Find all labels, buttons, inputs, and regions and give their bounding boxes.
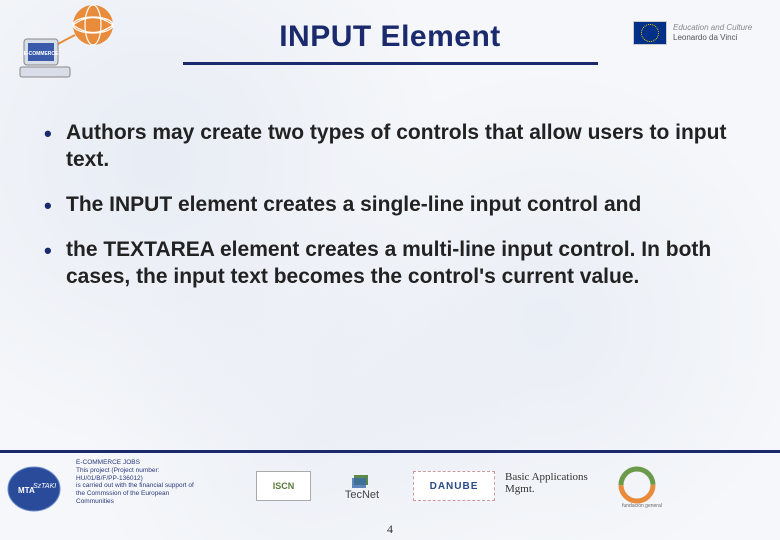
danube-logo: DANUBE [413,471,495,501]
leonardo-text: Education and Culture Leonardo da Vinci [673,23,752,44]
footer-divider [0,450,780,453]
fundacion-logo: fundación general [615,465,670,511]
bullet-item: The INPUT element creates a single-line … [38,192,742,219]
computer-icon: E-COMMERCE [18,35,73,80]
tecnet-logo: TecNet [321,467,403,507]
slide-header: E-COMMERCE INPUT Element Education and C… [0,0,780,85]
svg-text:SzTAKI: SzTAKI [33,483,56,490]
project-disclaimer: E-COMMERCE JOBSThis project (Project num… [76,459,246,506]
eu-flag-icon [633,21,667,45]
title-underline [183,62,598,65]
svg-text:fundación general: fundación general [622,503,662,509]
slide-body: Authors may create two types of controls… [0,85,780,290]
tecnet-label: TecNet [345,489,379,501]
sztaki-logo: MTA SzTAKI [6,459,66,514]
svg-text:E-COMMERCE: E-COMMERCE [24,51,59,57]
bullet-item: Authors may create two types of controls… [38,120,742,174]
iscn-logo: ISCN [256,471,311,501]
bullet-list: Authors may create two types of controls… [38,120,742,290]
leonardo-logo: Education and Culture Leonardo da Vinci [633,8,768,58]
slide-footer: MTA SzTAKI E-COMMERCE JOBSThis project (… [0,450,780,540]
slide-number: 4 [387,522,393,537]
bullet-item: the TEXTAREA element creates a multi-lin… [38,237,742,291]
basic-apps-label: Basic Applications Mgmt. [505,471,605,495]
